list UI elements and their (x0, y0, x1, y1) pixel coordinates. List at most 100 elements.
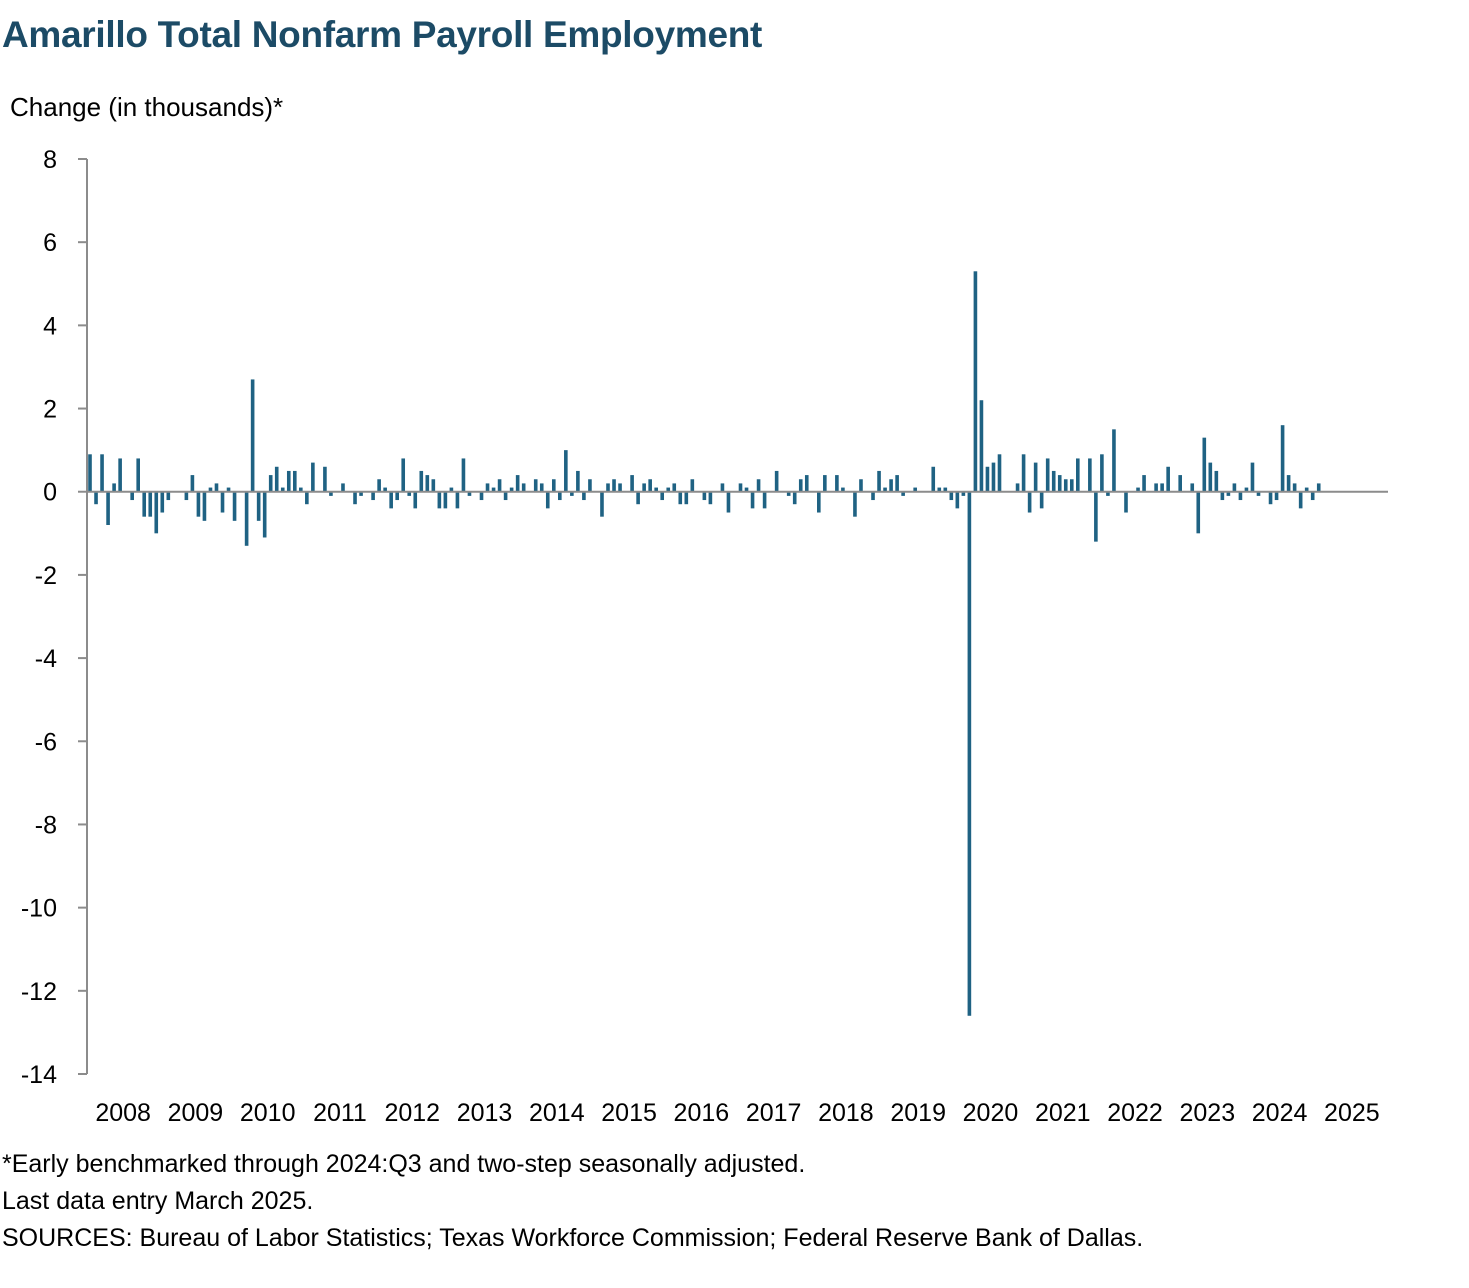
bar (666, 487, 671, 492)
bar (1250, 462, 1255, 492)
bar (612, 479, 616, 492)
bar (419, 470, 424, 492)
bar (1220, 491, 1225, 501)
bar (425, 475, 430, 492)
bar (485, 483, 490, 492)
bar (991, 462, 996, 492)
bar (774, 470, 779, 492)
bar (1094, 491, 1098, 542)
bar (654, 487, 658, 492)
bar (226, 487, 231, 492)
bar (1136, 487, 1140, 492)
bar (467, 491, 472, 496)
bar (1088, 458, 1092, 492)
x-tick-label: 2014 (529, 1099, 585, 1127)
tick-labels-group: 8 6 4 2 0 -2 -4 -6 -8 -10 -12 -14 2008 2009 2010 2011 20… (21, 146, 1380, 1127)
bar (1292, 483, 1297, 492)
bar (588, 479, 592, 492)
bar (1033, 462, 1038, 492)
bar (1021, 454, 1026, 492)
bar (853, 491, 857, 517)
bar (1202, 437, 1207, 492)
x-tick-label: 2008 (95, 1099, 151, 1127)
y-tick-label: -14 (21, 1061, 57, 1089)
bar (648, 479, 652, 492)
bar (883, 487, 887, 492)
bar (509, 487, 514, 492)
bar (443, 491, 448, 509)
bar (461, 458, 466, 492)
x-tick-label: 2012 (384, 1099, 440, 1127)
bar (558, 491, 562, 501)
bar (1196, 491, 1201, 534)
bar (877, 470, 881, 492)
bar (341, 483, 345, 492)
footnote-last-entry: Last data entry March 2025. (2, 1187, 314, 1215)
bar (1100, 454, 1104, 492)
bar (329, 491, 333, 496)
bar (985, 466, 990, 492)
bar (823, 475, 827, 492)
x-tick-label: 2010 (240, 1099, 296, 1127)
bar (1027, 491, 1032, 513)
bar (792, 491, 797, 505)
bar (1112, 429, 1116, 492)
bar (600, 491, 604, 517)
bar (256, 491, 261, 521)
bar (274, 466, 279, 492)
y-tick-label: -10 (21, 895, 57, 923)
bar (1298, 491, 1303, 509)
bar (678, 491, 683, 505)
bar (280, 487, 285, 492)
footnote-sources: SOURCES: Bureau of Labor Statistics; Tex… (2, 1224, 1144, 1252)
bar (268, 475, 273, 492)
bar (901, 491, 905, 496)
bar (160, 491, 165, 513)
bar (383, 487, 387, 492)
y-tick-label: -6 (35, 728, 57, 756)
bar (1039, 491, 1044, 509)
bar (244, 491, 249, 546)
bar (979, 400, 984, 492)
bar (431, 479, 436, 492)
y-axis-label: Change (in thousands)* (10, 92, 284, 122)
y-tick-label: -2 (35, 562, 57, 590)
bar (564, 450, 568, 492)
bar (1232, 483, 1237, 492)
bar (190, 475, 195, 492)
bar (1286, 475, 1291, 492)
bar (148, 491, 153, 517)
x-tick-label: 2024 (1252, 1099, 1308, 1127)
bar (744, 487, 749, 492)
bar (1256, 491, 1261, 496)
bar (889, 479, 893, 492)
bar (756, 479, 761, 492)
bar (973, 271, 978, 492)
bar (913, 487, 917, 492)
bar (377, 479, 381, 492)
bar (1310, 491, 1315, 501)
bar (1166, 466, 1170, 492)
bar (323, 466, 327, 492)
bar (1274, 491, 1279, 501)
bar (786, 491, 791, 496)
bar (166, 491, 171, 501)
x-tick-label: 2016 (674, 1099, 730, 1127)
bar (1051, 470, 1056, 492)
bar (262, 491, 267, 538)
bar (250, 379, 255, 492)
bar (208, 487, 213, 492)
bar (804, 475, 809, 492)
y-tick-label: 8 (43, 146, 57, 174)
bar (937, 487, 942, 492)
bars-group (88, 271, 1321, 1016)
bar (311, 462, 315, 492)
bar (202, 491, 207, 521)
bar (835, 475, 839, 492)
bar (762, 491, 767, 509)
bar (353, 491, 357, 505)
bar (130, 491, 134, 501)
bar (997, 454, 1002, 492)
bar (88, 454, 92, 492)
bar (1190, 483, 1195, 492)
